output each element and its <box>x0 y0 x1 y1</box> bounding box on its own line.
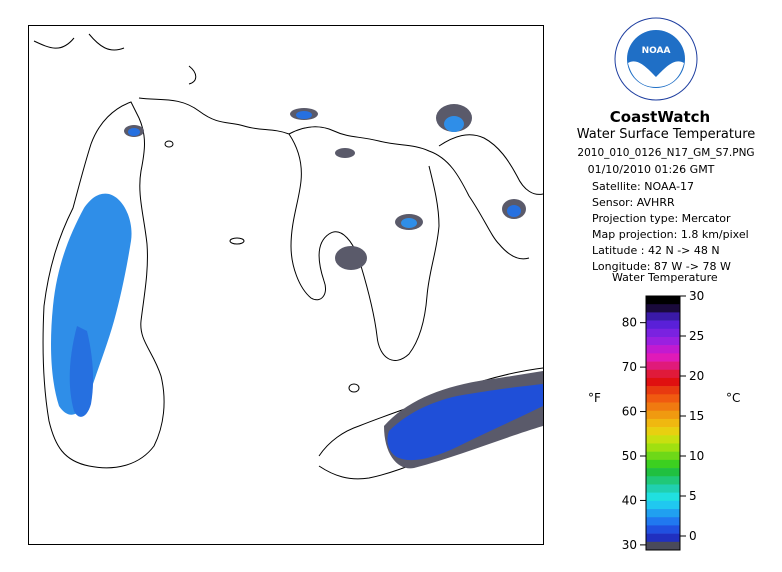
color-band-8 <box>646 361 680 371</box>
projection-type-line: Projection type: Mercator <box>592 212 731 225</box>
product-title: Water Surface Temperature <box>576 127 756 142</box>
color-band-14 <box>646 410 680 420</box>
color-band-16 <box>646 427 680 436</box>
color-band-11 <box>646 386 680 395</box>
fahrenheit-label-60: 60 <box>622 405 637 419</box>
fahrenheit-label-30: 30 <box>622 538 637 552</box>
color-band-19 <box>646 451 680 461</box>
fahrenheit-label-80: 80 <box>622 316 637 330</box>
noaa-logo: NOAA <box>614 17 698 101</box>
longitude-line: Longitude: 87 W -> 78 W <box>592 260 731 273</box>
file-name: 2010_010_0126_N17_GM_S7.PNG <box>577 147 755 159</box>
fahrenheit-label-70: 70 <box>622 360 637 374</box>
noaa-bird-icon <box>628 61 684 87</box>
satellite-line: Satellite: NOAA-17 <box>592 180 695 193</box>
color-bar <box>645 295 681 551</box>
color-band-18 <box>646 443 680 452</box>
celsius-label-30: 30 <box>689 290 704 303</box>
celsius-label-25: 25 <box>689 329 704 343</box>
color-band-4 <box>646 328 680 338</box>
color-band-2 <box>646 312 680 321</box>
color-band-22 <box>646 476 680 485</box>
color-band-10 <box>646 377 680 387</box>
great-lakes-map <box>33 33 543 480</box>
color-band-17 <box>646 435 680 444</box>
color-band-25 <box>646 500 680 510</box>
color-band-1 <box>646 304 680 313</box>
map-projection-line: Map projection: 1.8 km/pixel <box>592 228 749 241</box>
fahrenheit-ticks: 80 70 60 50 40 30 <box>622 316 646 552</box>
fahrenheit-label-50: 50 <box>622 449 637 463</box>
sensor-line: Sensor: AVHRR <box>592 196 675 209</box>
noaa-logo-text: NOAA <box>642 46 671 56</box>
lake-michigan-shoreline <box>42 101 165 469</box>
color-band-6 <box>646 345 680 354</box>
lake-huron-shoreline <box>288 126 530 361</box>
color-band-9 <box>646 369 680 379</box>
fahrenheit-label-40: 40 <box>622 493 637 507</box>
color-band-0 <box>646 296 680 305</box>
north-shoreline <box>33 33 290 135</box>
color-band-15 <box>646 418 680 428</box>
georgian-bay-shoreline <box>438 134 543 195</box>
color-band-3 <box>646 320 680 330</box>
color-band-30 <box>646 541 680 551</box>
celsius-ticks: 30 25 20 15 10 5 0 <box>680 290 704 543</box>
water-temperature-pixels <box>51 111 543 461</box>
color-band-28 <box>646 525 680 534</box>
celsius-label-10: 10 <box>689 449 704 463</box>
color-band-12 <box>646 394 680 403</box>
celsius-label-15: 15 <box>689 409 704 423</box>
map-panel[interactable] <box>28 25 544 545</box>
color-band-13 <box>646 402 680 412</box>
brand-name: CoastWatch <box>609 108 711 126</box>
color-band-23 <box>646 484 680 493</box>
color-band-24 <box>646 492 680 502</box>
celsius-label-5: 5 <box>689 489 697 503</box>
legend-title: Water Temperature <box>612 271 718 284</box>
celsius-label-20: 20 <box>689 369 704 383</box>
color-band-27 <box>646 517 680 526</box>
color-band-5 <box>646 336 680 346</box>
color-band-21 <box>646 468 680 477</box>
celsius-unit-label: °C <box>726 391 740 405</box>
color-band-20 <box>646 459 680 469</box>
fahrenheit-unit-label: °F <box>588 391 601 405</box>
acquisition-datetime: 01/10/2010 01:26 GMT <box>587 163 715 176</box>
color-band-29 <box>646 533 680 543</box>
celsius-label-0: 0 <box>689 529 697 543</box>
latitude-line: Latitude : 42 N -> 48 N <box>592 244 720 257</box>
color-band-7 <box>646 353 680 362</box>
color-band-26 <box>646 509 680 518</box>
color-bar-border <box>645 295 681 551</box>
